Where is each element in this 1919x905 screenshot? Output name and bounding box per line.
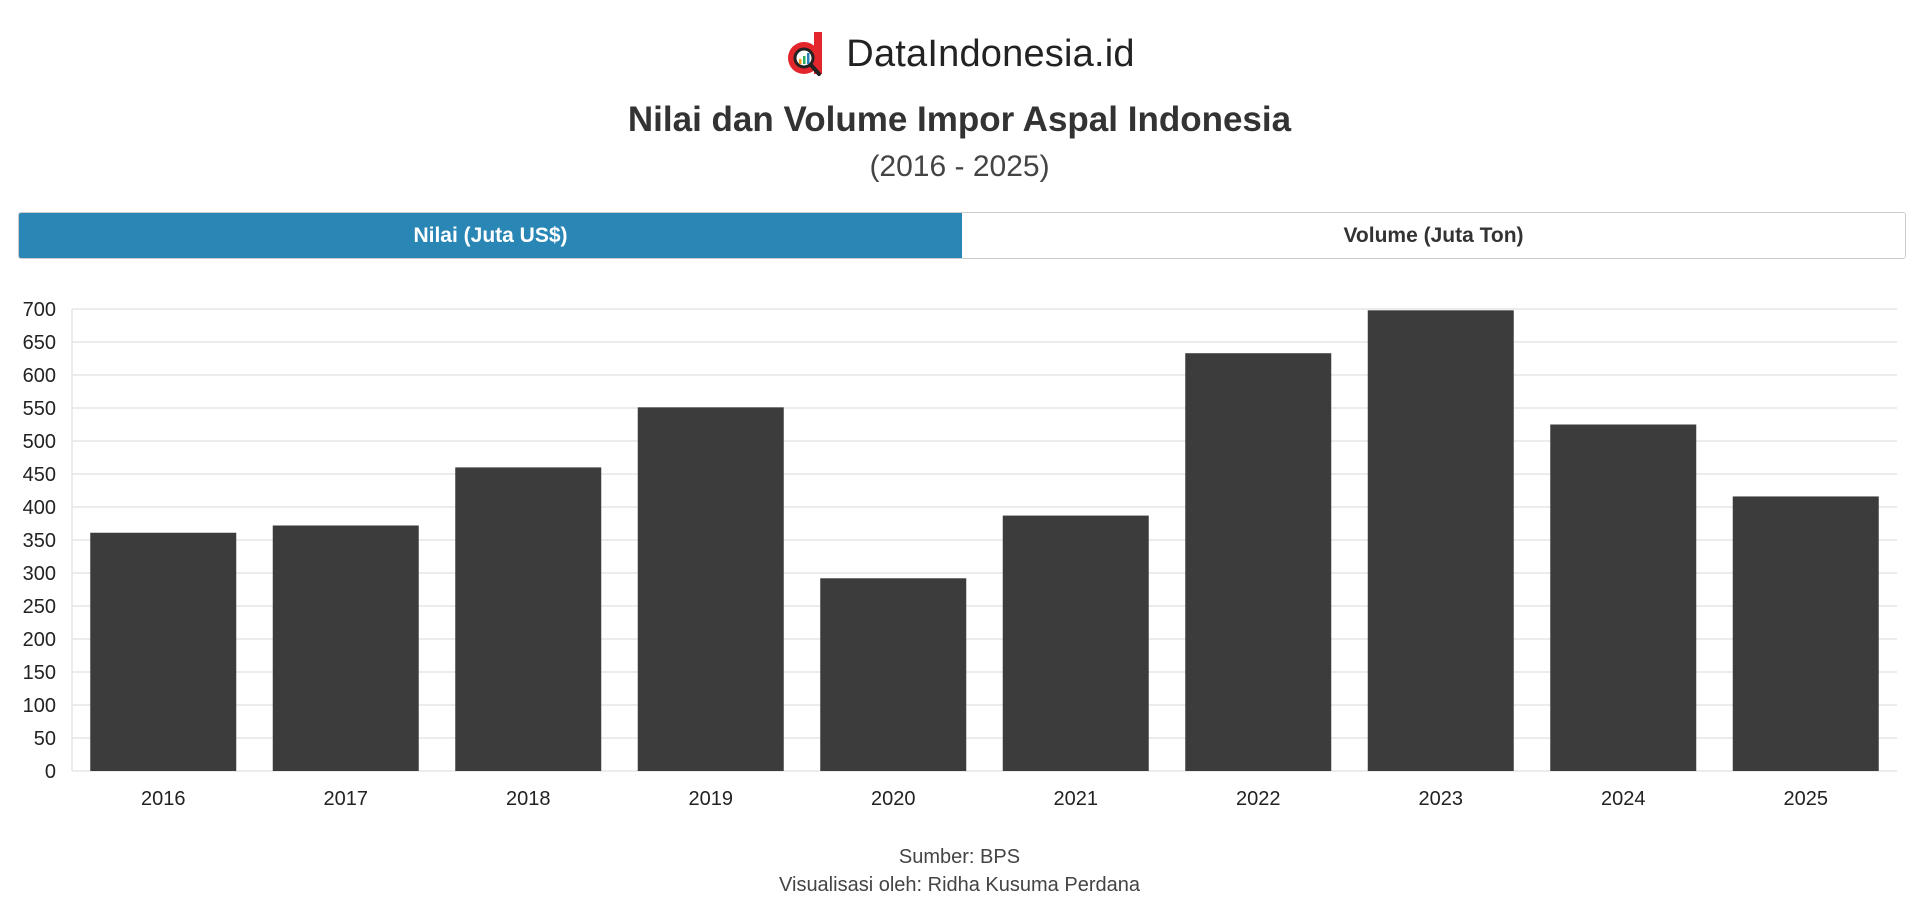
tab-nilai[interactable]: Nilai (Juta US$) <box>19 213 962 258</box>
bar-2022 <box>1185 353 1332 771</box>
bar-2025 <box>1732 496 1879 771</box>
y-tick-label: 50 <box>34 728 56 750</box>
metric-tabs: Nilai (Juta US$) Volume (Juta Ton) <box>18 212 1906 259</box>
chart-subtitle: (2016 - 2025) <box>869 150 1050 183</box>
x-tick-label: 2022 <box>1236 788 1281 810</box>
source-text: Sumber: BPS <box>898 846 1021 868</box>
credit-text: Visualisasi oleh: Ridha Kusuma Perdana <box>779 874 1140 896</box>
y-tick-label: 300 <box>23 563 56 585</box>
y-tick-label: 150 <box>23 662 56 684</box>
x-tick-label: 2021 <box>1054 788 1099 810</box>
x-tick-label: 2023 <box>1419 788 1464 810</box>
y-tick-label: 700 <box>23 299 56 321</box>
x-tick-label: 2018 <box>506 788 551 810</box>
y-tick-label: 450 <box>23 464 56 486</box>
bar-2021 <box>1002 515 1149 771</box>
x-tick-label: 2020 <box>871 788 916 810</box>
y-tick-label: 100 <box>23 695 56 717</box>
y-tick-label: 350 <box>23 530 56 552</box>
bar-2019 <box>637 407 784 771</box>
y-tick-label: 550 <box>23 398 56 420</box>
bar-2017 <box>272 525 419 771</box>
x-tick-label: 2019 <box>689 788 734 810</box>
x-tick-label: 2017 <box>324 788 369 810</box>
bar-chart: 0 50 100 150 200 250 300 350 400 450 500 550 600 650 7… <box>23 299 1897 810</box>
y-tick-label: 0 <box>45 761 56 783</box>
y-tick-label: 500 <box>23 431 56 453</box>
y-tick-label: 600 <box>23 365 56 387</box>
brand-name: DataIndonesia.id <box>846 32 1135 75</box>
x-tick-label: 2024 <box>1601 788 1646 810</box>
y-tick-label: 400 <box>23 497 56 519</box>
bar-2023 <box>1367 310 1514 771</box>
x-tick-label: 2016 <box>141 788 186 810</box>
bar-2024 <box>1550 424 1697 771</box>
y-tick-label: 200 <box>23 629 56 651</box>
x-tick-label: 2025 <box>1784 788 1829 810</box>
y-tick-label: 250 <box>23 596 56 618</box>
y-tick-label: 650 <box>23 332 56 354</box>
bar-2020 <box>820 578 967 771</box>
tab-volume[interactable]: Volume (Juta Ton) <box>962 213 1905 258</box>
bar-2018 <box>455 467 602 771</box>
dataindonesia-logo-icon <box>788 32 823 76</box>
chart-title: Nilai dan Volume Impor Aspal Indonesia <box>627 100 1292 139</box>
bar-2016 <box>90 532 237 771</box>
brand-logo: DataIndonesia.id <box>0 30 1919 78</box>
